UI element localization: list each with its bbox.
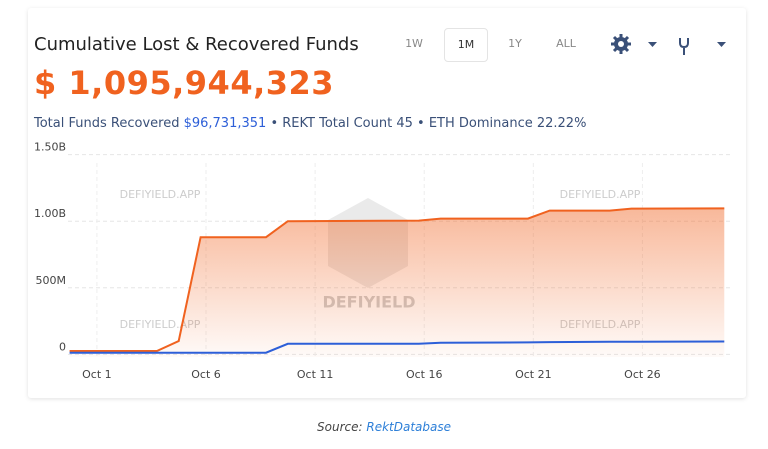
title: Cumulative Lost & Recovered Funds <box>34 34 359 55</box>
range-button[interactable]: 1M <box>444 28 488 62</box>
range-button[interactable]: ALL <box>556 37 576 50</box>
line <box>69 207 725 352</box>
separator: • <box>270 116 279 131</box>
x-tick-label: Oct 6 <box>191 368 221 381</box>
chart: 0 500M 1.00B 1.50B Oct 1 Oct 6 Oct 11 Oct 16 Oct… <box>34 141 730 381</box>
separator: • <box>417 116 425 131</box>
range-button[interactable]: 1Y <box>508 37 522 50</box>
stats: Total Funds Recovered $96,731,351 • REKT… <box>34 116 586 131</box>
range-button[interactable]: 1W <box>405 37 423 50</box>
x-tick-label: Oct 11 <box>297 368 334 381</box>
toolbar-icons[interactable] <box>608 32 738 58</box>
source-label: Source: <box>317 420 363 434</box>
source: Source: RektDatabase <box>0 420 768 434</box>
y-tick-label: 1.50B <box>34 141 66 154</box>
total-value: $ 1,095,944,323 <box>34 64 335 102</box>
source-link[interactable]: RektDatabase <box>366 420 451 434</box>
stat: REKT Total Count 45 <box>282 116 413 131</box>
watermark: DEFIYIELD.APP <box>120 188 201 201</box>
line <box>69 340 725 354</box>
x-tick-label: Oct 26 <box>624 368 661 381</box>
watermark: DEFIYIELD.APP <box>120 318 201 331</box>
y-tick-label: 1.00B <box>34 207 66 220</box>
stat-label: Total Funds Recovered <box>34 116 180 131</box>
x-tick-label: Oct 1 <box>82 368 112 381</box>
watermark: DEFIYIELD.APP <box>560 188 641 201</box>
x-tick-label: Oct 16 <box>406 368 443 381</box>
stat: ETH Dominance 22.22% <box>428 116 587 131</box>
y-tick-label: 500M <box>36 274 67 287</box>
y-tick-label: 0 <box>59 340 66 353</box>
x-tick-label: Oct 21 <box>515 368 552 381</box>
stat-value: $96,731,351 <box>183 116 267 131</box>
area <box>69 208 725 357</box>
